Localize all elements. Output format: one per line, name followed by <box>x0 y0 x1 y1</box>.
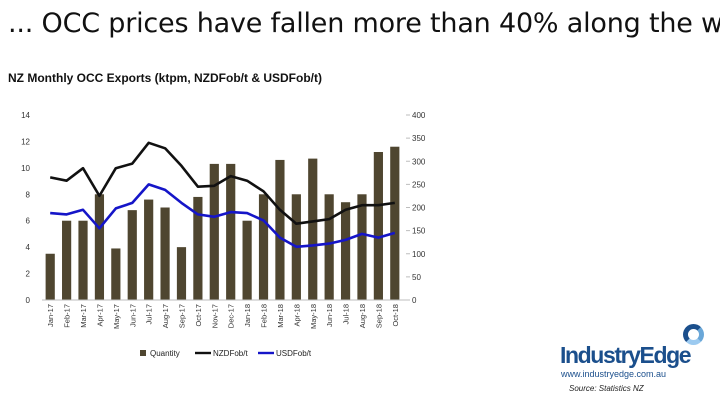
quantity-bar <box>308 158 318 300</box>
source-note: Source: Statistics NZ <box>569 384 644 393</box>
y-right-tick-label: 150 <box>412 227 426 236</box>
x-tick-label: Sep-18 <box>374 304 383 328</box>
price-lines <box>49 141 396 249</box>
quantity-bar <box>127 210 137 300</box>
quantity-bar <box>373 152 383 300</box>
quantity-bar <box>357 194 367 300</box>
x-tick-label: Feb-18 <box>260 304 269 328</box>
y-right-tick-label: 100 <box>412 250 426 259</box>
x-tick-label: Mar-17 <box>79 304 88 328</box>
y-right-tick-label: 50 <box>412 273 421 282</box>
y-right-tick-label: 250 <box>412 180 426 189</box>
logo-url: www.industryedge.com.au <box>561 369 667 379</box>
quantity-bar <box>226 163 236 300</box>
logo-ring-icon <box>683 324 704 345</box>
y-right-axis-ticks: 0 50 100 150 200 250 300 350 400 <box>406 111 426 305</box>
x-tick-label: Apr-18 <box>292 304 301 327</box>
quantity-bar <box>111 248 121 300</box>
nzdfob-t-line <box>49 141 395 225</box>
chart-title: NZ Monthly OCC Exports (ktpm, NZDFob/t &… <box>8 71 322 85</box>
x-tick-label: Nov-17 <box>210 304 219 328</box>
industryedge-logo: IndustryEdge www.industryedge.com.au <box>558 318 720 398</box>
y-left-tick-label: 12 <box>21 137 30 146</box>
quantity-bars <box>45 146 400 300</box>
y-right-tick-label: 0 <box>412 296 417 305</box>
quantity-bar <box>62 220 72 300</box>
quantity-bar <box>275 159 285 300</box>
x-tick-label: Oct-18 <box>391 304 400 327</box>
quantity-bar <box>45 253 55 300</box>
x-axis-ticks: Jan-17 Feb-17 Mar-17 Apr-17 May-17 Jun-17 Jul-… <box>46 304 400 329</box>
quantity-bar <box>258 194 269 300</box>
y-left-axis-ticks: 0 2 4 6 8 10 12 14 <box>21 111 30 305</box>
x-tick-label: Feb-17 <box>63 304 72 328</box>
legend-swatch-quantity <box>140 350 146 356</box>
y-right-tick-label: 200 <box>412 204 426 213</box>
quantity-bar <box>160 207 170 300</box>
x-tick-label: Oct-17 <box>194 304 203 327</box>
quantity-bar <box>340 202 351 300</box>
quantity-bar <box>390 146 400 300</box>
quantity-bar <box>94 194 105 300</box>
logo-wordmark: IndustryEdge <box>560 342 692 368</box>
x-tick-label: Jan-18 <box>243 304 252 327</box>
y-right-tick-label: 300 <box>412 157 426 166</box>
x-tick-label: Jan-17 <box>46 304 55 327</box>
x-tick-label: Jun-18 <box>325 304 334 327</box>
y-left-tick-label: 6 <box>26 217 31 226</box>
quantity-bar <box>176 247 187 300</box>
x-tick-label: May-18 <box>309 304 318 329</box>
legend-label-usdfob-t: USDFob/t <box>276 349 312 358</box>
y-right-tick-label: 400 <box>412 111 426 120</box>
x-tick-label: Sep-17 <box>177 304 186 328</box>
quantity-bar <box>193 196 203 300</box>
x-tick-label: Apr-17 <box>95 304 104 327</box>
x-tick-label: Mar-18 <box>276 304 285 328</box>
x-tick-label: Jun-17 <box>128 304 137 327</box>
quantity-bar <box>78 220 88 300</box>
x-tick-label: Aug-17 <box>161 304 170 328</box>
x-tick-label: Aug-18 <box>358 304 367 328</box>
x-tick-label: May-17 <box>112 304 121 329</box>
usdfob-t-line <box>50 183 396 249</box>
legend-label-quantity: Quantity <box>150 349 180 358</box>
y-left-tick-label: 2 <box>26 270 31 279</box>
y-left-tick-label: 10 <box>21 164 30 173</box>
y-left-tick-label: 0 <box>26 296 31 305</box>
x-tick-label: Jul-18 <box>342 304 351 324</box>
y-left-tick-label: 8 <box>26 190 31 199</box>
x-tick-label: Dec-17 <box>227 304 236 328</box>
quantity-bar <box>209 163 219 300</box>
quantity-bar <box>144 199 154 300</box>
legend: Quantity NZDFob/t USDFob/t <box>140 349 312 358</box>
x-tick-label: Jul-17 <box>145 304 154 324</box>
slide-title: ... OCC prices have fallen more than 40%… <box>8 8 720 39</box>
quantity-bar <box>324 194 334 300</box>
legend-label-nzdfob-t: NZDFob/t <box>213 349 248 358</box>
quantity-bar <box>242 220 252 300</box>
y-left-tick-label: 4 <box>26 243 31 252</box>
y-right-tick-label: 350 <box>412 134 426 143</box>
y-left-tick-label: 14 <box>21 111 30 120</box>
